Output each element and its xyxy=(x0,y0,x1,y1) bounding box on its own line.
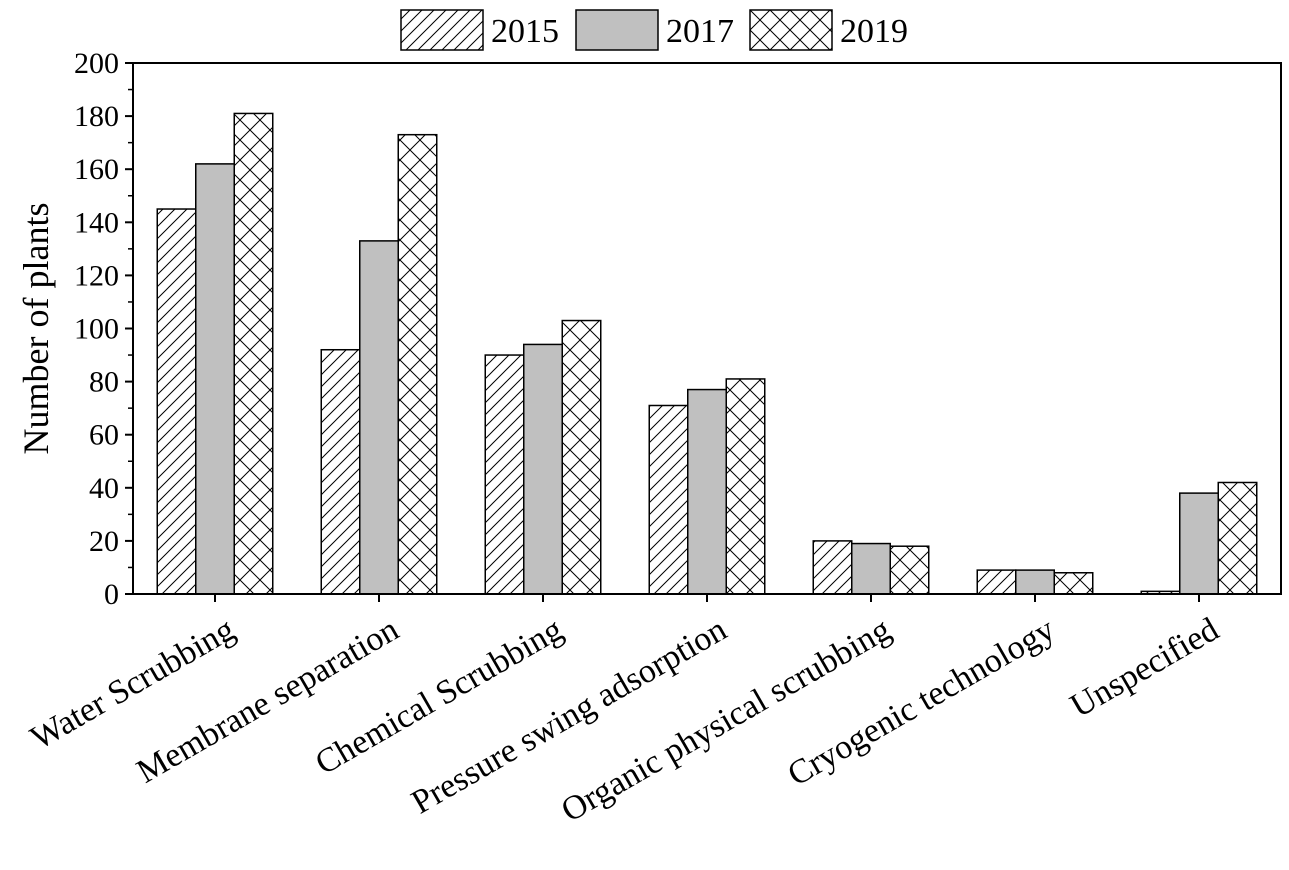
y-tick-label: 140 xyxy=(74,206,119,239)
bar-2017-5 xyxy=(1015,569,1055,595)
legend-label: 2019 xyxy=(840,13,908,50)
plot-frame xyxy=(132,62,1282,595)
y-tick-label: 160 xyxy=(74,153,119,186)
y-tick-label: 80 xyxy=(89,366,119,399)
bar-2017-6 xyxy=(1179,492,1219,595)
bar-2015-0 xyxy=(156,208,197,595)
bar-2019-4 xyxy=(889,545,930,595)
bar-2019-5 xyxy=(1053,572,1094,595)
bar-2015-5 xyxy=(976,569,1017,595)
bar-2019-0 xyxy=(233,112,274,595)
bar-2015-2 xyxy=(484,354,525,595)
bar-2019-6 xyxy=(1217,481,1258,595)
y-tick-label: 60 xyxy=(89,419,119,452)
legend: 2015 2017 2019 xyxy=(400,9,908,51)
legend-label: 2017 xyxy=(666,13,734,50)
bar-2015-3 xyxy=(648,404,689,595)
bar-2017-1 xyxy=(359,240,399,595)
y-tick-label: 0 xyxy=(104,578,119,611)
bar-2017-2 xyxy=(523,343,563,595)
bar-2015-1 xyxy=(320,348,361,595)
bar-2017-4 xyxy=(851,542,891,595)
legend-swatch-2017 xyxy=(575,9,659,51)
x-tick-label: Cryogenic technology xyxy=(782,611,1061,794)
y-tick-label: 200 xyxy=(74,47,119,80)
y-tick-label: 40 xyxy=(89,472,119,505)
bars-group xyxy=(156,112,1258,595)
bar-2017-3 xyxy=(687,388,727,595)
x-tick-label: Unspecified xyxy=(1064,611,1225,725)
legend-label: 2015 xyxy=(491,13,559,50)
y-tick-label: 100 xyxy=(74,313,119,346)
bar-2017-0 xyxy=(195,163,235,595)
legend-swatch-2015 xyxy=(400,9,484,51)
bar-2019-1 xyxy=(397,133,438,595)
y-axis: 0 20 40 60 80 100 120 140 160 180 200 xyxy=(74,47,133,611)
y-axis-label: Number of plants xyxy=(16,203,56,455)
y-tick-label: 180 xyxy=(74,100,119,133)
legend-swatch-2019 xyxy=(749,9,833,51)
bar-2015-4 xyxy=(812,540,853,595)
y-tick-label: 20 xyxy=(89,525,119,558)
x-tick-label: Membrane separation xyxy=(131,611,405,791)
y-tick-label: 120 xyxy=(74,259,119,292)
bar-2019-2 xyxy=(561,319,602,595)
bar-2019-3 xyxy=(725,378,766,595)
